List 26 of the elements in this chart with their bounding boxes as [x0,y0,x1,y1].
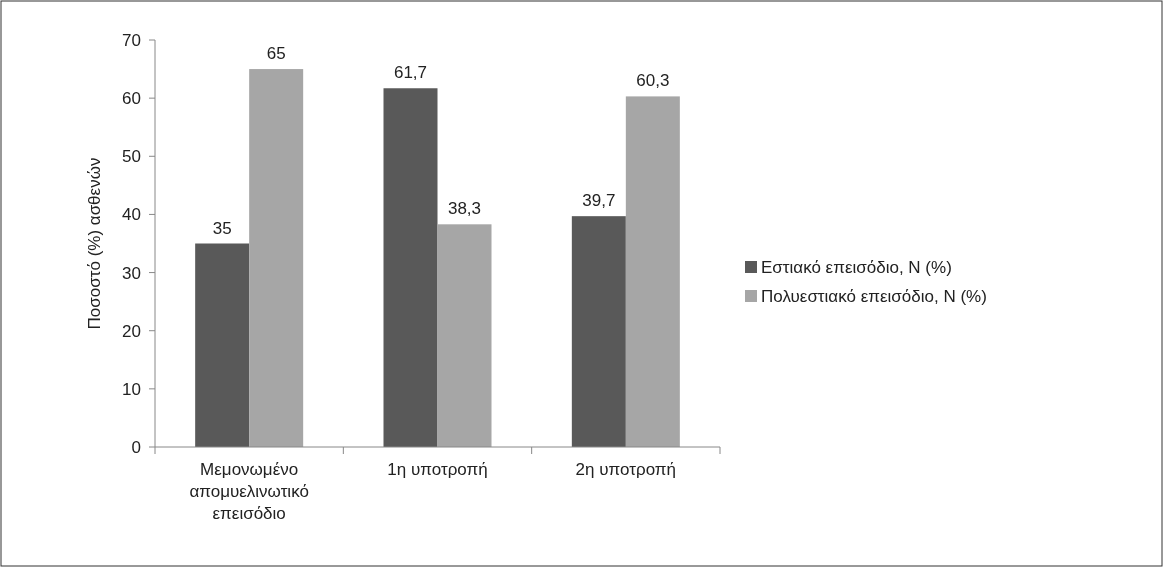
bar [383,88,438,447]
bar [437,224,492,447]
y-tick-label: 30 [122,263,141,283]
bar [249,69,304,447]
legend-label: Πολυεστιακό επεισόδιο, N (%) [761,286,987,306]
x-tick-label: Μεμονωμένο απομυελινωτικό επεισόδιο [189,460,309,523]
bar [625,96,680,447]
data-label: 35 [212,218,232,238]
x-tick-label: 1η υποτροπή [387,460,488,479]
y-tick-label: 40 [122,205,141,225]
data-label: 60,3 [636,71,670,91]
bar [571,216,626,447]
data-label: 65 [266,44,286,64]
y-tick-label: 0 [131,437,141,457]
x-tick-label: 2η υποτροπή [575,460,677,479]
y-tick-label: 50 [122,147,141,167]
legend-label: Εστιακό επεισόδιο, N (%) [761,257,952,277]
y-axis-title: Ποσοστό (%) ασθενών [85,157,104,330]
y-tick-label: 70 [122,30,141,50]
y-tick-label: 60 [122,89,141,109]
y-tick-label: 20 [122,321,141,341]
bar [195,243,250,447]
data-label: 39,7 [582,191,616,211]
data-label: 61,7 [393,63,428,83]
y-tick-label: 10 [122,379,141,399]
data-label: 38,3 [447,199,482,219]
